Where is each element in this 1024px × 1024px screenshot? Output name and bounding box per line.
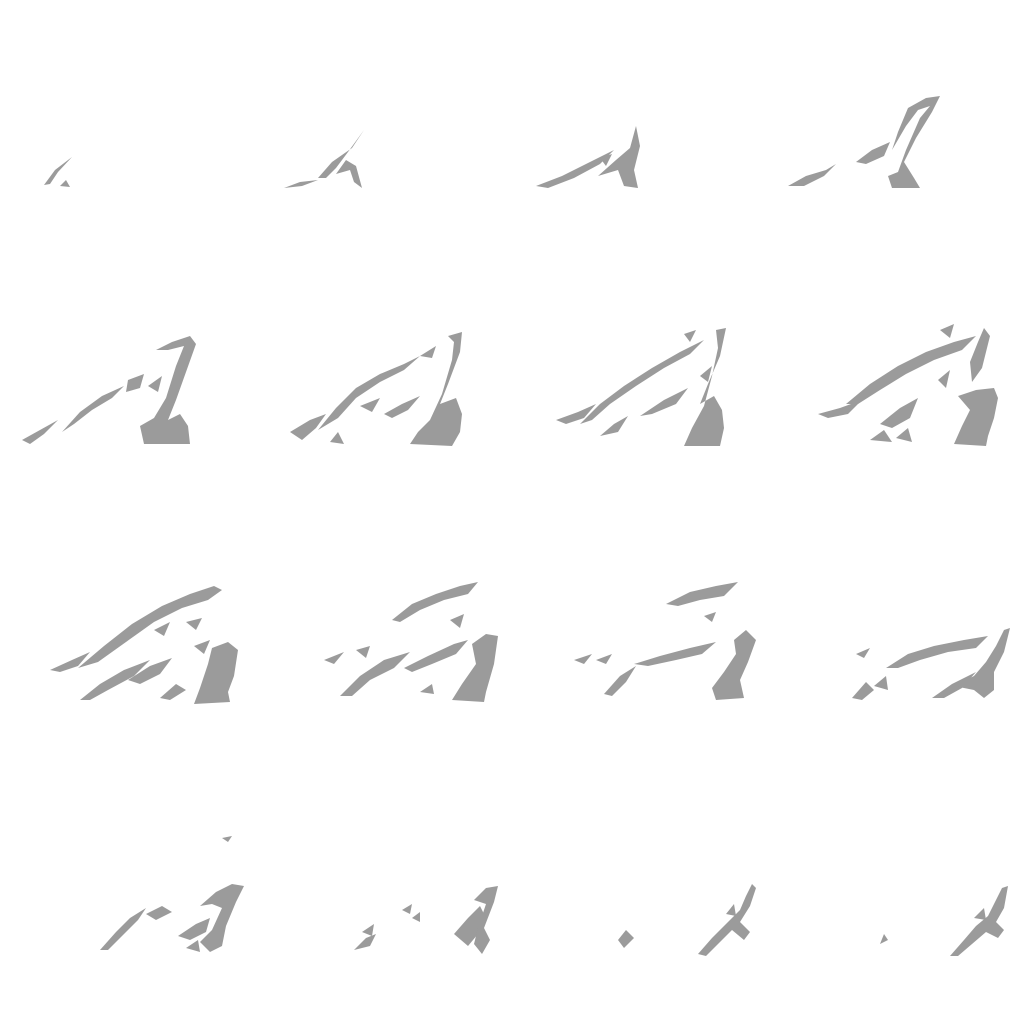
frame-9 [50,586,238,704]
frame-14 [354,886,498,954]
frame-6 [290,332,462,446]
frame-10 [324,582,498,702]
frame-13 [100,836,244,952]
frame-11 [574,582,756,700]
frame-8 [818,324,998,446]
frame-1 [44,157,72,187]
frame-3 [536,126,640,188]
frame-5 [22,336,196,444]
frame-15 [618,884,756,956]
frame-12 [852,628,1010,700]
frame-7 [556,328,726,446]
frame-2 [284,130,364,188]
frame-16 [880,886,1008,956]
frame-4 [788,96,940,188]
